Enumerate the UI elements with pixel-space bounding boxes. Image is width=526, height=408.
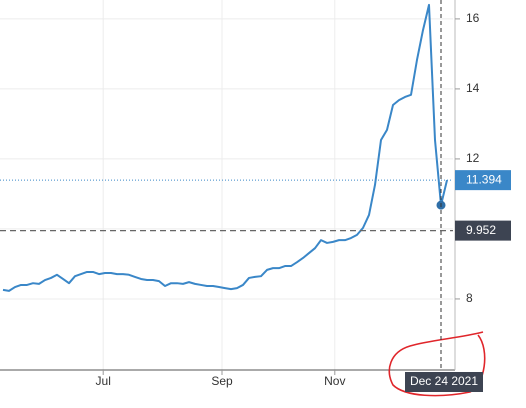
x-tick-label: Jul <box>96 374 111 388</box>
x-tick-label: Sep <box>211 374 233 388</box>
y-tick-label: 16 <box>466 11 480 25</box>
x-tick-label: Nov <box>324 374 345 388</box>
grid <box>0 0 453 370</box>
y-tick-label: 8 <box>466 291 473 305</box>
price-line <box>2 3 448 292</box>
last-value-label: 11.394 <box>466 172 502 186</box>
crosshair-label: Dec 24 2021 <box>410 374 478 388</box>
reference-box <box>455 220 511 241</box>
reference-label: 9.952 <box>466 223 496 237</box>
last-value-box <box>455 170 511 191</box>
y-tick-label: 14 <box>466 81 480 95</box>
crosshair-box <box>405 372 483 392</box>
y-tick-label: 12 <box>466 151 480 165</box>
